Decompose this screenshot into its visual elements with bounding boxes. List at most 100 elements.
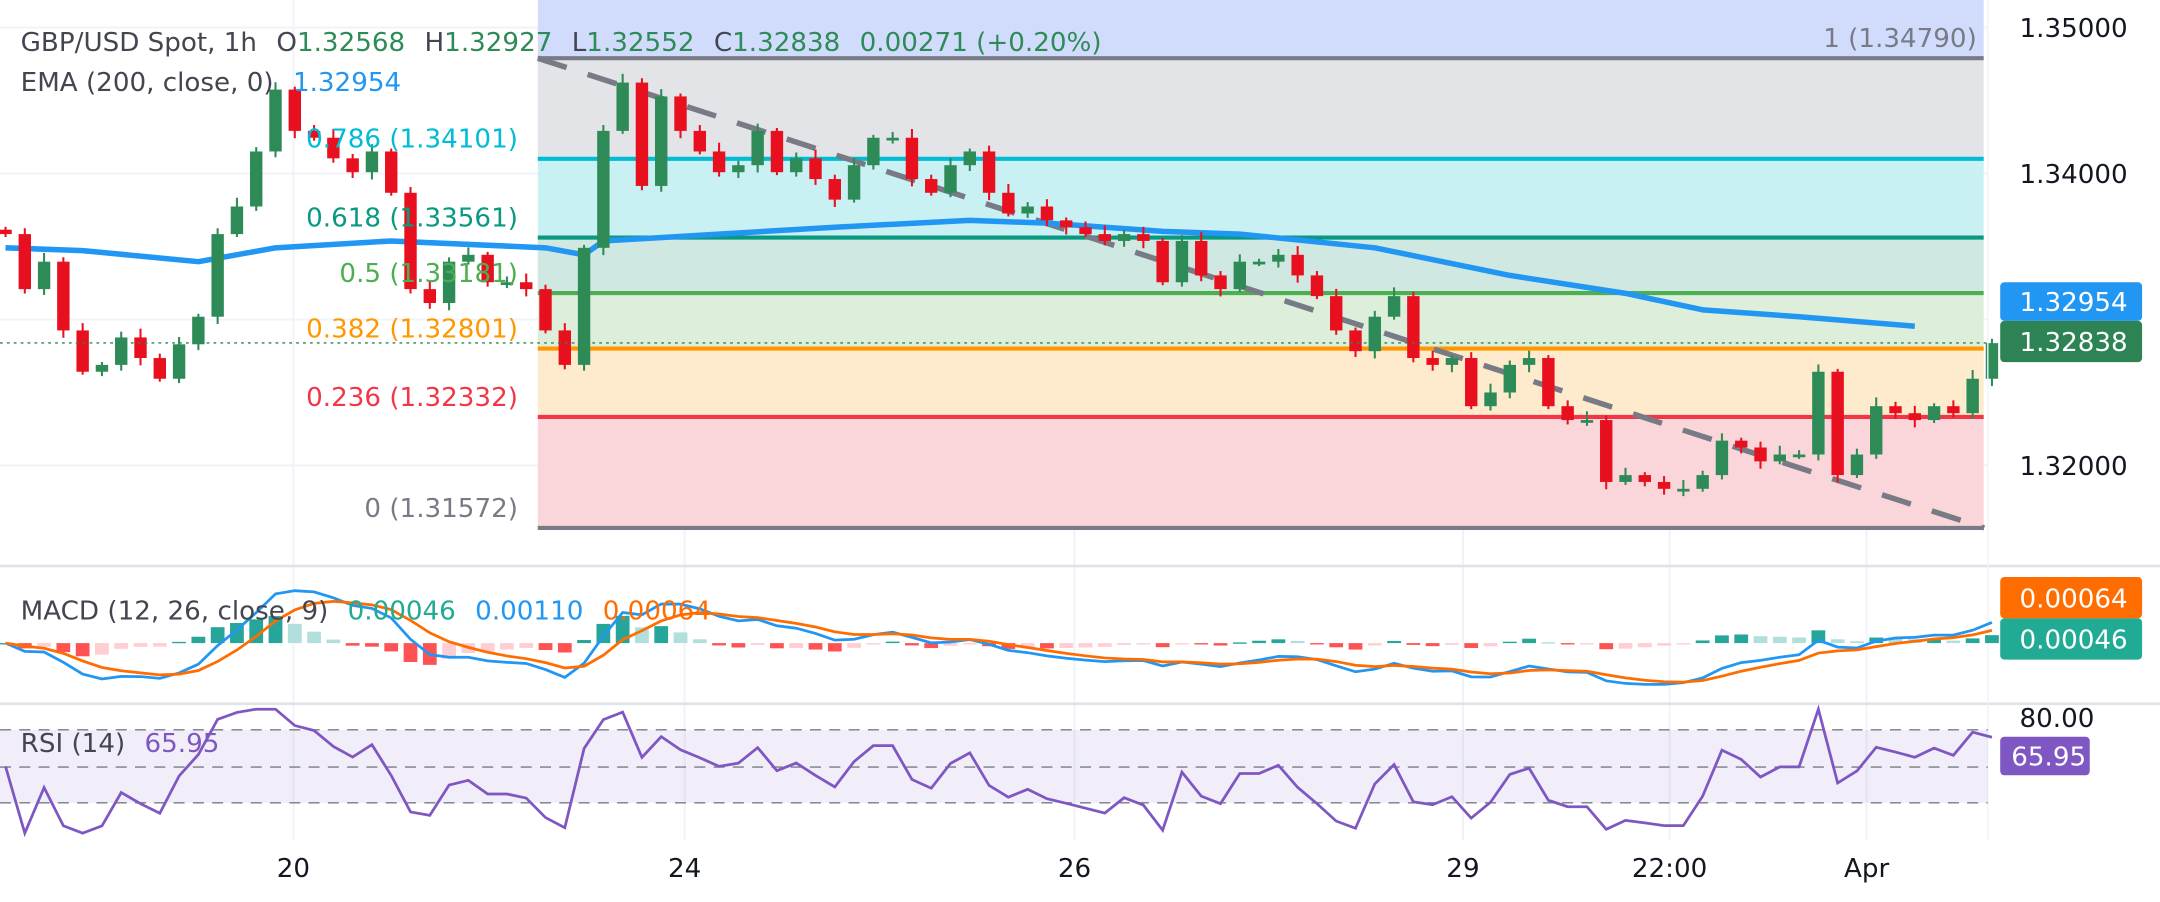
macd-histogram-bar	[1502, 641, 1517, 644]
macd-histogram-bar	[1040, 643, 1054, 649]
candle	[616, 73, 629, 134]
rsi-pane	[0, 704, 1993, 838]
candle-body	[1677, 488, 1690, 492]
candle-body	[192, 316, 205, 345]
macd-histogram-bar	[1387, 640, 1401, 644]
candle	[770, 127, 784, 176]
candle	[327, 128, 340, 163]
macd-histogram-bar	[384, 643, 399, 652]
candle	[95, 361, 109, 377]
trendline[interactable]	[536, 55, 1986, 531]
macd-histogram-bar	[345, 643, 360, 646]
candle-body	[1349, 330, 1362, 352]
close-value: 1.32838	[732, 28, 840, 58]
candle-body	[385, 151, 398, 193]
macd-histogram-bar	[403, 643, 418, 662]
candle	[1522, 350, 1536, 373]
candle-body	[1735, 440, 1748, 448]
macd-histogram-bar	[365, 643, 379, 647]
candle-body	[269, 89, 282, 152]
candle	[404, 186, 417, 294]
candle	[385, 148, 398, 196]
price-tick: 1.34000	[2019, 160, 2127, 190]
candle-body	[1966, 378, 1979, 414]
price-axis[interactable]: 1.35000 1.34000 1.32000 1.32954 1.32838	[2000, 14, 2143, 482]
candle-body	[1503, 364, 1516, 393]
candle	[1310, 271, 1324, 300]
macd-histogram-bar	[1792, 637, 1806, 644]
candle-body	[905, 137, 919, 180]
candle	[558, 323, 571, 370]
macd-axis[interactable]: 0.00064 0.00046	[2000, 577, 2143, 660]
candle	[1002, 184, 1015, 217]
candle	[1195, 232, 1208, 282]
candle	[944, 157, 957, 198]
candle-body	[423, 289, 436, 303]
candle-body	[1291, 254, 1304, 276]
candle-body	[211, 234, 224, 317]
candle	[269, 82, 282, 158]
candle	[790, 152, 803, 177]
candle	[1812, 364, 1825, 461]
candle-body	[1021, 206, 1034, 214]
candle	[1889, 401, 1902, 420]
macd-histogram-bar	[1965, 638, 1980, 644]
candle-body	[404, 192, 417, 290]
candle	[1792, 450, 1806, 459]
candle-body	[307, 130, 321, 138]
candle-body	[809, 158, 822, 180]
candle	[307, 125, 321, 141]
candle	[1272, 248, 1285, 268]
macd-histogram-bar	[1213, 643, 1228, 646]
rsi-axis[interactable]: 80.00 65.95	[2000, 704, 2094, 776]
candle-body	[1040, 206, 1054, 221]
candle	[1696, 470, 1709, 492]
ema-200-line	[5, 217, 1916, 329]
candle	[153, 353, 166, 382]
candle-body	[250, 151, 263, 207]
macd-histogram-bar	[1271, 639, 1286, 644]
macd-histogram-bar	[210, 627, 225, 644]
fib-label-0.5: 0.5 (1.33181)	[339, 259, 518, 289]
macd-histogram-bar	[789, 643, 804, 648]
macd-histogram-bar	[1888, 637, 1903, 644]
candle-body	[1947, 406, 1960, 414]
macd-histogram-bar	[1483, 643, 1498, 647]
time-axis[interactable]: 20 24 26 29 22:00 Apr	[277, 854, 1890, 884]
candle	[134, 328, 147, 366]
macd-histogram-bar	[1117, 643, 1131, 645]
candle	[809, 149, 822, 185]
candle-body	[1060, 220, 1073, 228]
macd-histogram-bar	[287, 623, 302, 644]
candle	[230, 197, 244, 238]
candle	[192, 313, 205, 351]
macd-histogram-bar	[770, 643, 784, 649]
macd-histogram-bar	[750, 643, 765, 645]
macd-histogram-bar	[673, 632, 688, 644]
candle	[1947, 400, 1960, 418]
candle-body	[57, 261, 70, 331]
fib-label-0.382: 0.382 (1.32801)	[306, 315, 518, 345]
candle-body	[76, 330, 89, 372]
candle	[1831, 368, 1844, 483]
candle-body	[1522, 358, 1536, 365]
macd-histogram-bar	[577, 640, 591, 644]
candle-body	[847, 165, 861, 200]
candle-body	[925, 179, 938, 193]
rsi-value: 65.95	[145, 729, 220, 759]
last-price-badge	[2000, 320, 2143, 363]
candle-body	[1638, 475, 1651, 482]
macd-histogram-bar	[172, 641, 186, 644]
candle	[481, 251, 494, 287]
fib-label-0.786: 0.786 (1.34101)	[306, 125, 518, 155]
candle	[1079, 221, 1092, 238]
macd-histogram-bar	[1155, 643, 1170, 648]
candle-body	[1831, 371, 1844, 476]
candle	[211, 228, 224, 325]
candle	[577, 244, 591, 371]
candle-body	[1233, 261, 1246, 290]
candle-body	[153, 358, 166, 379]
macd-histogram-bar	[1580, 643, 1594, 645]
fib-label-1: 1 (1.34790)	[1823, 24, 1977, 54]
